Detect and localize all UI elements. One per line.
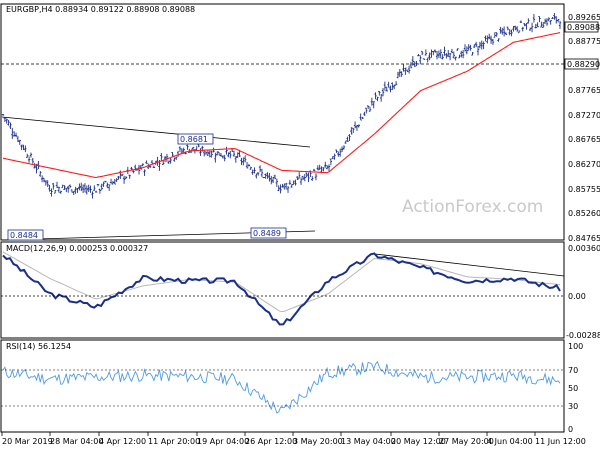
price-tick: 0.87270 xyxy=(568,111,600,120)
macd-header: MACD(12,26,9) 0.000253 0.000327 xyxy=(6,244,148,253)
rsi-scale-tick: 30 xyxy=(568,402,578,411)
annotation-low: 0.8484 xyxy=(10,231,38,240)
price-scale: 0.89265 0.88775 0.87765 0.87270 0.86765 … xyxy=(568,13,600,243)
rsi-series-group xyxy=(2,360,561,414)
time-label: 27 May 20:00 xyxy=(439,437,494,446)
rsi-scale-tick: 0 xyxy=(568,425,573,434)
time-label: 19 Apr 04:00 xyxy=(197,437,249,446)
rsi-scale-tick: 50 xyxy=(568,384,578,393)
time-label: 4 Jun 04:00 xyxy=(487,437,533,446)
rsi-scale-tick: 70 xyxy=(568,366,578,375)
moving-average-series xyxy=(2,32,561,179)
level-price-label: 0.88290 xyxy=(567,60,600,69)
watermark: ActionForex.com xyxy=(402,197,543,217)
rsi-scale-tick: 100 xyxy=(568,342,583,351)
time-label: 20 May 12:00 xyxy=(391,437,446,446)
price-tick: 0.88775 xyxy=(568,37,600,46)
price-tick: 0.87765 xyxy=(568,86,600,95)
macd-line xyxy=(2,252,561,326)
time-label: 11 Apr 20:00 xyxy=(148,437,200,446)
time-label: 20 Mar 2019 xyxy=(2,437,53,446)
macd-series-group xyxy=(2,251,561,326)
time-label: 28 Mar 04:00 xyxy=(50,437,103,446)
time-label: 3 May 20:00 xyxy=(293,437,343,446)
main-panel-frame xyxy=(0,3,565,241)
rsi-line xyxy=(2,360,561,414)
annotation-high: 0.8681 xyxy=(180,135,208,144)
macd-scale-tick: -0.002886 xyxy=(566,331,600,340)
macd-panel-frame xyxy=(0,241,565,339)
annotation-low2: 0.8489 xyxy=(253,229,281,238)
rsi-header: RSI(14) 56.1254 xyxy=(6,342,71,351)
time-label: 4 Apr 12:00 xyxy=(99,437,146,446)
price-tick: 0.85260 xyxy=(568,209,600,218)
price-bars xyxy=(1,12,562,199)
price-tick: 0.89265 xyxy=(568,13,600,22)
main-header: EURGBP,H4 0.88934 0.89122 0.88908 0.8908… xyxy=(6,5,195,14)
macd-scale-tick: 0.003608 xyxy=(568,244,600,253)
annotation-box-low2 xyxy=(250,227,287,239)
price-tick: 0.85755 xyxy=(568,185,600,194)
price-tick: 0.86765 xyxy=(568,135,600,144)
rsi-panel-frame xyxy=(0,339,565,433)
moving-average-line xyxy=(2,32,561,179)
level-price-box xyxy=(564,58,599,70)
time-label: 13 May 04:00 xyxy=(341,437,396,446)
time-label: 11 Jun 12:00 xyxy=(535,437,586,446)
time-label: 26 Apr 12:00 xyxy=(245,437,297,446)
current-price-label: 0.89088 xyxy=(567,23,600,32)
price-tick: 0.86270 xyxy=(568,160,600,169)
annotation-box-high xyxy=(177,133,214,145)
macd-trendline xyxy=(374,253,565,277)
price-tick: 0.84765 xyxy=(568,234,600,243)
trendline-upper xyxy=(1,116,311,148)
macd-scale-tick: 0.00 xyxy=(568,292,586,301)
annotation-box-low xyxy=(7,229,44,241)
current-price-box xyxy=(564,21,599,33)
macd-signal-line xyxy=(2,251,561,313)
